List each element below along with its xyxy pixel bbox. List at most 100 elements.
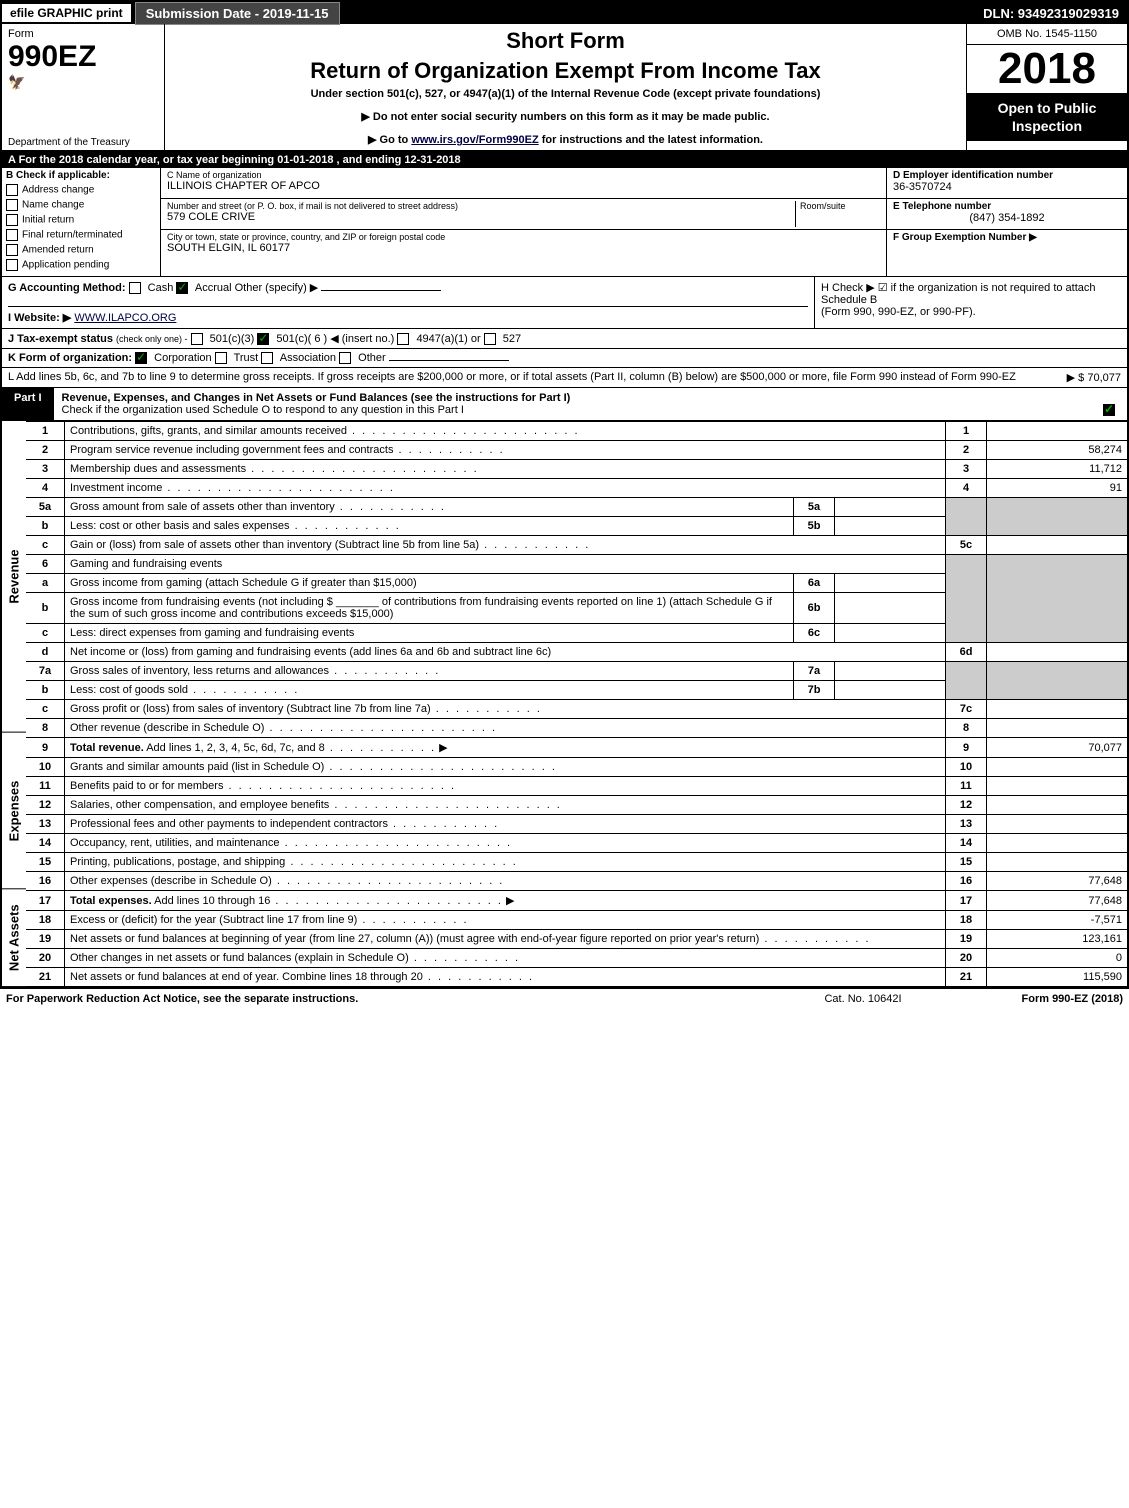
line-12: 12Salaries, other compensation, and empl… bbox=[26, 796, 1127, 815]
phone-label: E Telephone number bbox=[893, 201, 1121, 212]
cb-final-label: Final return/terminated bbox=[22, 230, 123, 241]
line-13: 13Professional fees and other payments t… bbox=[26, 815, 1127, 834]
top-bar: efile GRAPHIC print Submission Date - 20… bbox=[2, 2, 1127, 24]
line-8-desc: Other revenue (describe in Schedule O) bbox=[70, 722, 264, 734]
efile-label[interactable]: efile GRAPHIC print bbox=[2, 4, 131, 22]
cb-amended-label: Amended return bbox=[22, 245, 94, 256]
cb-initial-return[interactable]: Initial return bbox=[6, 214, 156, 226]
line-7c-amt bbox=[987, 700, 1128, 719]
room-label: Room/suite bbox=[800, 201, 880, 211]
line-14-desc: Occupancy, rent, utilities, and maintena… bbox=[70, 837, 280, 849]
side-labels: Revenue Expenses Net Assets bbox=[2, 421, 26, 987]
line-6d-desc: Net income or (loss) from gaming and fun… bbox=[65, 643, 946, 662]
line-7b-desc: Less: cost of goods sold bbox=[70, 684, 188, 696]
line-2-amt: 58,274 bbox=[987, 441, 1128, 460]
line-1: 1Contributions, gifts, grants, and simil… bbox=[26, 422, 1127, 441]
line-16-amt: 77,648 bbox=[987, 872, 1128, 891]
line-17: 17Total expenses. Add lines 10 through 1… bbox=[26, 891, 1127, 911]
line-15-desc: Printing, publications, postage, and shi… bbox=[70, 856, 285, 868]
line-13-desc: Professional fees and other payments to … bbox=[70, 818, 388, 830]
other-org-input[interactable] bbox=[389, 360, 509, 361]
part1-title: Revenue, Expenses, and Changes in Net As… bbox=[54, 388, 1127, 420]
cb-trust[interactable] bbox=[215, 352, 227, 364]
other-label: Other (specify) ▶ bbox=[235, 282, 319, 294]
line-11-amt bbox=[987, 777, 1128, 796]
form-label: Form bbox=[8, 28, 158, 40]
submission-date: Submission Date - 2019-11-15 bbox=[135, 2, 340, 25]
section-k: K Form of organization: Corporation Trus… bbox=[2, 349, 1127, 368]
group-exemption-cell: F Group Exemption Number ▶ bbox=[887, 230, 1127, 260]
cb-schedule-o[interactable] bbox=[1103, 404, 1115, 416]
goto-suffix: for instructions and the latest informat… bbox=[542, 134, 763, 146]
line-9: 9Total revenue. Total revenue. Add lines… bbox=[26, 738, 1127, 758]
line-7a-desc: Gross sales of inventory, less returns a… bbox=[70, 665, 329, 677]
cb-amended-return[interactable]: Amended return bbox=[6, 244, 156, 256]
cb-address-change[interactable]: Address change bbox=[6, 184, 156, 196]
line-7c-desc: Gross profit or (loss) from sales of inv… bbox=[70, 703, 431, 715]
cb-corp[interactable] bbox=[135, 352, 147, 364]
line-7a: 7aGross sales of inventory, less returns… bbox=[26, 662, 1127, 681]
cb-name-change[interactable]: Name change bbox=[6, 199, 156, 211]
part1-label: Part I bbox=[2, 388, 54, 420]
cb-501c[interactable] bbox=[257, 333, 269, 345]
line-1-amt bbox=[987, 422, 1128, 441]
line-14: 14Occupancy, rent, utilities, and mainte… bbox=[26, 834, 1127, 853]
line-6c-desc: Less: direct expenses from gaming and fu… bbox=[70, 627, 354, 639]
cb-accrual[interactable] bbox=[176, 282, 188, 294]
line-21-amt: 115,590 bbox=[987, 968, 1128, 987]
period-row: A For the 2018 calendar year, or tax yea… bbox=[2, 152, 1127, 168]
goto-text: ▶ Go to bbox=[368, 134, 411, 146]
line-5a-desc: Gross amount from sale of assets other t… bbox=[70, 501, 335, 513]
line-6d: dNet income or (loss) from gaming and fu… bbox=[26, 643, 1127, 662]
lines-table: 1Contributions, gifts, grants, and simil… bbox=[26, 421, 1127, 987]
line-8: 8Other revenue (describe in Schedule O)8 bbox=[26, 719, 1127, 738]
section-l: L Add lines 5b, 6c, and 7b to line 9 to … bbox=[2, 368, 1127, 388]
line-8-amt bbox=[987, 719, 1128, 738]
department-label: Department of the Treasury bbox=[8, 137, 130, 148]
section-h: H Check ▶ ☑ if the organization is not r… bbox=[814, 277, 1127, 328]
goto-instructions: ▶ Go to www.irs.gov/Form990EZ for instru… bbox=[173, 133, 958, 146]
line-17-amt: 77,648 bbox=[987, 891, 1128, 911]
footer-left: For Paperwork Reduction Act Notice, see … bbox=[6, 993, 763, 1005]
treasury-seal-icon: 🦅 bbox=[8, 74, 158, 91]
line-10-desc: Grants and similar amounts paid (list in… bbox=[70, 761, 324, 773]
irs-link[interactable]: www.irs.gov/Form990EZ bbox=[411, 134, 538, 146]
tax-year: 2018 bbox=[967, 45, 1127, 93]
cb-4947[interactable] bbox=[397, 333, 409, 345]
line-6d-amt bbox=[987, 643, 1128, 662]
footer-cat: Cat. No. 10642I bbox=[763, 993, 963, 1005]
501c3-label: 501(c)(3) bbox=[210, 333, 255, 345]
other-input[interactable] bbox=[321, 290, 441, 291]
ssn-warning: ▶ Do not enter social security numbers o… bbox=[173, 110, 958, 123]
org-info: C Name of organization ILLINOIS CHAPTER … bbox=[161, 168, 887, 276]
cb-other-org[interactable] bbox=[339, 352, 351, 364]
group-exemption-label: F Group Exemption Number ▶ bbox=[893, 232, 1121, 243]
line-11: 11Benefits paid to or for members11 bbox=[26, 777, 1127, 796]
l-amount: ▶ $ 70,077 bbox=[1021, 371, 1121, 384]
section-g: G Accounting Method: Cash Accrual Other … bbox=[2, 277, 814, 328]
line-3: 3Membership dues and assessments311,712 bbox=[26, 460, 1127, 479]
subtitle: Under section 501(c), 527, or 4947(a)(1)… bbox=[173, 88, 958, 100]
period-begin: 01-01-2018 bbox=[277, 154, 333, 166]
line-19-desc: Net assets or fund balances at beginning… bbox=[70, 933, 759, 945]
phone-value: (847) 354-1892 bbox=[893, 212, 1121, 224]
short-form-title: Short Form bbox=[173, 28, 958, 54]
dln-number: DLN: 93492319029319 bbox=[983, 6, 1127, 21]
header-left: Form 990EZ 🦅 Department of the Treasury bbox=[2, 24, 165, 150]
cb-527[interactable] bbox=[484, 333, 496, 345]
line-10: 10Grants and similar amounts paid (list … bbox=[26, 758, 1127, 777]
website-value[interactable]: WWW.ILAPCO.ORG bbox=[74, 312, 176, 324]
cb-501c3[interactable] bbox=[191, 333, 203, 345]
footer: For Paperwork Reduction Act Notice, see … bbox=[0, 989, 1129, 1009]
line-7c: cGross profit or (loss) from sales of in… bbox=[26, 700, 1127, 719]
return-title: Return of Organization Exempt From Incom… bbox=[173, 58, 958, 84]
cb-cash[interactable] bbox=[129, 282, 141, 294]
k-label: K Form of organization: bbox=[8, 352, 132, 364]
cb-application-pending[interactable]: Application pending bbox=[6, 259, 156, 271]
street-label: Number and street (or P. O. box, if mail… bbox=[167, 201, 795, 211]
cb-assoc[interactable] bbox=[261, 352, 273, 364]
inspection-label: Open to Public Inspection bbox=[967, 93, 1127, 141]
4947-label: 4947(a)(1) or bbox=[416, 333, 480, 345]
line-6a-desc: Gross income from gaming (attach Schedul… bbox=[65, 574, 794, 593]
cb-final-return[interactable]: Final return/terminated bbox=[6, 229, 156, 241]
